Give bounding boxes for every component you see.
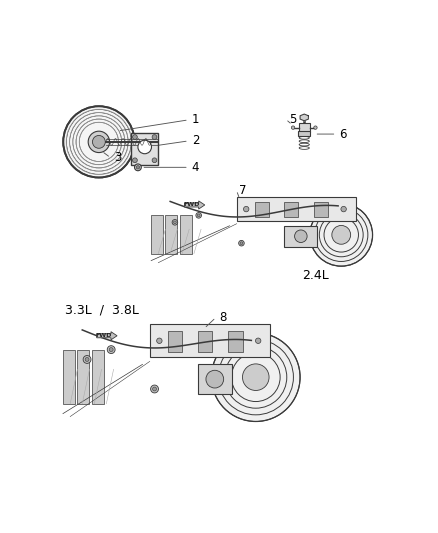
Bar bbox=[254, 202, 269, 217]
Text: 4: 4 bbox=[192, 161, 199, 174]
Circle shape bbox=[107, 346, 115, 353]
Circle shape bbox=[197, 214, 200, 217]
Circle shape bbox=[85, 358, 89, 361]
Text: FWD: FWD bbox=[95, 333, 112, 338]
Circle shape bbox=[151, 385, 159, 393]
Ellipse shape bbox=[138, 140, 152, 154]
Polygon shape bbox=[97, 332, 117, 340]
Circle shape bbox=[152, 387, 156, 391]
Bar bbox=[198, 365, 232, 394]
Bar bbox=[166, 215, 177, 254]
Circle shape bbox=[314, 126, 317, 130]
Text: 2.4L: 2.4L bbox=[303, 269, 329, 282]
Circle shape bbox=[157, 338, 162, 343]
Circle shape bbox=[152, 135, 157, 140]
Bar bbox=[314, 202, 328, 217]
Circle shape bbox=[172, 220, 178, 225]
Text: 6: 6 bbox=[339, 127, 347, 141]
Circle shape bbox=[332, 225, 351, 244]
Polygon shape bbox=[300, 114, 308, 121]
Bar bbox=[298, 131, 311, 136]
Circle shape bbox=[291, 126, 295, 130]
Circle shape bbox=[136, 166, 140, 169]
Polygon shape bbox=[184, 201, 205, 209]
Circle shape bbox=[134, 164, 141, 171]
Bar bbox=[237, 197, 356, 221]
Bar bbox=[78, 350, 89, 404]
Circle shape bbox=[196, 213, 201, 218]
Text: 5: 5 bbox=[289, 112, 296, 126]
Circle shape bbox=[206, 370, 224, 388]
Text: 3: 3 bbox=[114, 151, 121, 164]
Text: 7: 7 bbox=[240, 183, 247, 197]
Circle shape bbox=[133, 135, 137, 140]
Text: FWD: FWD bbox=[183, 203, 199, 207]
Circle shape bbox=[243, 364, 269, 391]
Circle shape bbox=[212, 333, 300, 422]
Bar bbox=[168, 330, 182, 352]
Circle shape bbox=[133, 158, 137, 163]
Circle shape bbox=[88, 131, 110, 152]
Circle shape bbox=[310, 204, 373, 266]
Circle shape bbox=[295, 230, 307, 243]
Text: 8: 8 bbox=[219, 311, 226, 324]
Bar bbox=[228, 330, 243, 352]
Circle shape bbox=[109, 348, 113, 352]
Circle shape bbox=[152, 158, 157, 163]
Bar bbox=[180, 215, 191, 254]
Circle shape bbox=[341, 206, 346, 212]
Circle shape bbox=[240, 242, 243, 245]
Bar bbox=[284, 226, 318, 247]
Circle shape bbox=[92, 135, 105, 148]
Text: 3.3L  /  3.8L: 3.3L / 3.8L bbox=[65, 304, 139, 317]
Bar bbox=[284, 202, 298, 217]
Circle shape bbox=[244, 206, 249, 212]
Bar bbox=[63, 350, 75, 404]
Bar bbox=[198, 330, 212, 352]
Text: 1: 1 bbox=[192, 114, 199, 126]
Bar bbox=[131, 133, 158, 165]
Circle shape bbox=[173, 221, 177, 224]
Circle shape bbox=[255, 338, 261, 343]
Circle shape bbox=[239, 240, 244, 246]
Text: 2: 2 bbox=[192, 134, 199, 147]
Circle shape bbox=[63, 106, 134, 177]
Bar bbox=[92, 350, 104, 404]
Circle shape bbox=[83, 356, 91, 364]
Bar bbox=[151, 215, 163, 254]
Bar bbox=[299, 123, 310, 132]
Bar bbox=[150, 324, 270, 358]
